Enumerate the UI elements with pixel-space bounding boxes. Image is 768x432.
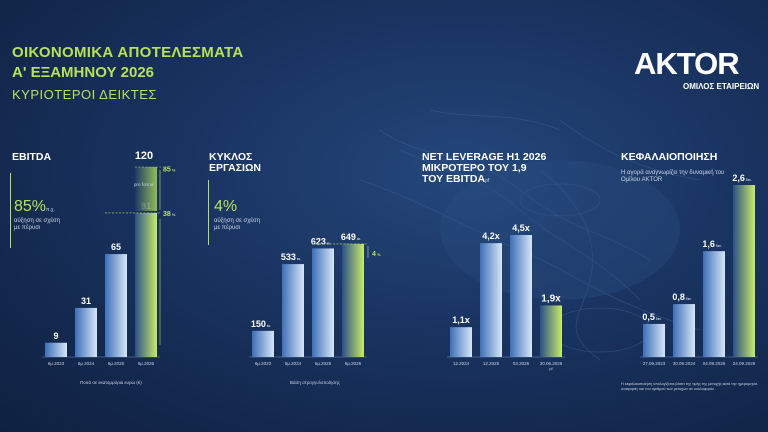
chart-1-tick-label-1: 6μ.2024 [285,361,302,366]
logo-tagline: ΟΜΙΛΟΣ ΕΤΑΙΡΕΙΩΝ [683,82,760,91]
chart-2-value-label-3: 1,9x [541,293,561,304]
turnover-title-line2: ΕΡΓΑΣΙΩΝ [209,162,261,174]
page-subtitle: ΚΥΡΙΟΤΕΡΟΙ ΔΕΙΚΤΕΣ [12,87,157,102]
chart-0-tick-label-0: 6μ.2023 [48,361,65,366]
chart-3-tick-label-3: 24.09.2026 [733,361,756,366]
marketcap-title: ΚΕΦΑΛΑΙΟΠΟΙΗΣΗ [621,151,718,163]
chart-1-tick-label-0: 6μ.2023 [255,361,272,366]
chart-2-category-note: pf [549,367,553,371]
aktor-logo: AKTOR [634,46,740,81]
ebitda-title: EBITDA [12,151,52,163]
chart-3-tick-label-2: 04.09.2025 [703,361,726,366]
ebitda-footnote: Ποσά σε εκατομμύρια ευρώ (€) [80,380,142,385]
chart-3-value-label-1: 0,8 δισ. [672,292,691,302]
chart-1-bar-0 [252,330,274,357]
chart-0-projection-label: 120 [135,150,153,162]
chart-2-tick-label-3: 30.06.2026 [540,361,563,366]
chart-1-tick-label-2: 6μ.2025 [315,361,332,366]
page-title-period: Α' ΕΞΑΜΗΝΟΥ 2026 [12,64,155,81]
chart-3-value-label-3: 2,6 δισ. [732,173,751,183]
chart-2-value-label-1: 4,2x [482,231,500,241]
chart-3-bar-0 [643,323,665,357]
chart-3-value-label-0: 0,5 δισ. [642,312,661,322]
chart-1-value-label-2: 623 εκ. [311,236,331,246]
chart-2-tick-label-2: 03.2026 [513,361,530,366]
leverage-title-line1: NET LEVERAGE H1 2026 [422,151,547,163]
chart-3-value-label-2: 1,6 δισ. [702,239,721,249]
chart-0-tick-label-2: 6μ.2025 [108,361,125,366]
ebitda-proforma-note: pro forma [134,182,154,187]
marketcap-subtitle: Η αγορά αναγνωρίζει την δυναμική του Ομί… [621,170,725,183]
chart-0-value-label-2: 65 [111,242,121,252]
chart-3-bar-3 [733,185,755,357]
marketcap-footnote: Η κεφαλαιοποίηση υπολογίζεται βάσει της … [621,382,758,391]
chart-1-tick-label-3: 6μ.2026 [345,361,362,366]
chart-0-marker-38: 38 % [163,211,176,218]
chart-0-bar-1 [75,307,97,357]
chart-0-tick-label-1: 6μ.2024 [78,361,95,366]
ebitda-growth-line [10,173,11,248]
turnover-title-line1: ΚΥΚΛΟΣ [209,151,253,163]
chart-1-bar-2 [312,248,334,357]
chart-1-bar-3 [342,243,364,357]
logo-wordmark: AKTOR [634,46,739,81]
turnover-growth-line [208,180,209,245]
chart-0-marker-85: 85 % [163,166,176,173]
chart-2-bar-3 [540,305,562,357]
chart-0-bar-2 [105,254,127,357]
chart-3-bar-1 [673,304,695,357]
chart-2-tick-label-1: 12.2025 [483,361,500,366]
leverage-title-line3: ΤΟΥ EBITDApf [422,173,490,185]
chart-2-bar-0 [450,327,472,357]
chart-3-tick-label-0: 27.09.2023 [643,361,666,366]
chart-2-value-label-2: 4,5x [512,223,530,233]
chart-1-marker-4: 4 % [372,251,381,258]
chart-3-tick-label-1: 30.09.2024 [673,361,696,366]
turnover-footnote: Βάση στρογγυλοποίησης [290,380,340,385]
chart-1-bar-1 [282,264,304,357]
turnover-growth-value: 4% [214,198,238,215]
chart-3-bar-2 [703,251,725,357]
chart-2-tick-label-0: 12.2024 [453,361,470,366]
chart-1-value-label-0: 150 εκ. [251,319,271,329]
chart-0-tick-label-3: 6μ.2026 [138,361,155,366]
chart-0-bar-3 [135,212,157,357]
chart-2-bar-1 [480,243,502,357]
chart-0-projection-bar [135,167,157,211]
chart-2-value-label-0: 1,1x [452,315,470,325]
chart-1-value-label-3: 649 εκ. [341,232,361,242]
chart-0-value-label-0: 9 [53,331,58,341]
ebitda-growth-value: 85%π.χ. [14,198,55,215]
chart-1-value-label-1: 533 εκ. [281,252,301,262]
ebitda-growth-note: αύξηση σε σχέση με πέρυσι [14,218,61,231]
chart-0-bar-0 [45,342,67,357]
turnover-growth-note: αύξηση σε σχέση με πέρυσι [214,218,261,231]
chart-0-value-label-1: 31 [81,296,91,306]
chart-2-bar-2 [510,235,532,357]
page-title: ΟΙΚΟΝΟΜΙΚΑ ΑΠΟΤΕΛΕΣΜΑΤΑ [12,44,244,61]
leverage-title-line2: ΜΙΚΡΟΤΕΡΟ ΤΟΥ 1,9 [422,162,527,174]
